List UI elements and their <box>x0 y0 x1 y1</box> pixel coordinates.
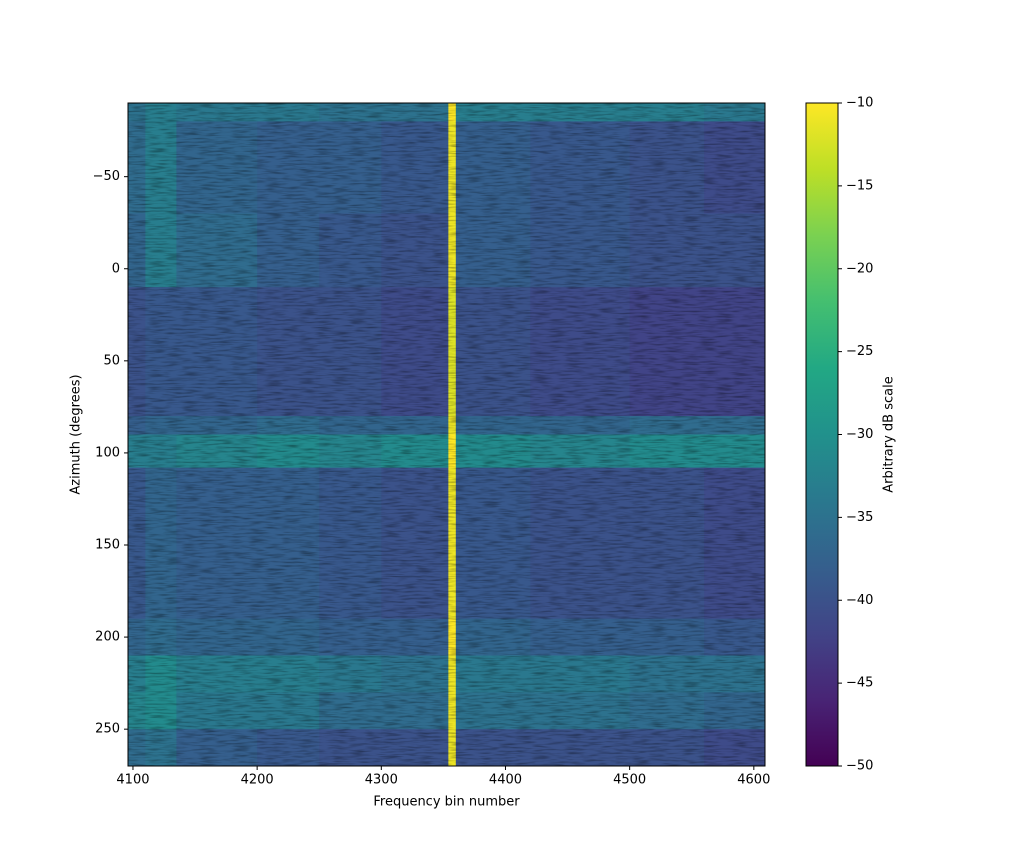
colorbar-tick-label: −20 <box>846 261 873 276</box>
colorbar-label: Arbitrary dB scale <box>882 376 897 492</box>
colorbar-tick-label: −50 <box>846 759 873 774</box>
x-tick-label: 4100 <box>116 773 149 788</box>
x-axis-label: Frequency bin number <box>373 795 520 810</box>
colorbar-tick-label: −45 <box>846 676 873 691</box>
y-axis-label: Azimuth (degrees) <box>69 374 84 494</box>
y-tick-label: 100 <box>95 445 120 460</box>
x-tick-label: 4300 <box>365 773 398 788</box>
y-tick-label: −50 <box>93 169 120 184</box>
x-tick-label: 4400 <box>489 773 522 788</box>
x-tick-label: 4600 <box>737 773 770 788</box>
noise-texture <box>128 103 765 766</box>
y-tick-label: 50 <box>103 353 120 368</box>
colorbar-tick-label: −10 <box>846 96 873 111</box>
colorbar-tick-label: −15 <box>846 178 873 193</box>
y-tick-label: 0 <box>112 261 120 276</box>
y-tick-label: 150 <box>95 538 120 553</box>
y-tick-label: 250 <box>95 722 120 737</box>
colorbar-tick-label: −25 <box>846 344 873 359</box>
colorbar-tick-label: −30 <box>846 427 873 442</box>
x-tick-label: 4200 <box>241 773 274 788</box>
colorbar <box>805 102 839 767</box>
y-tick-label: 200 <box>95 630 120 645</box>
colorbar-tick-label: −35 <box>846 510 873 525</box>
colorbar-tick-label: −40 <box>846 593 873 608</box>
x-tick-label: 4500 <box>613 773 646 788</box>
plot-frame <box>127 102 766 767</box>
